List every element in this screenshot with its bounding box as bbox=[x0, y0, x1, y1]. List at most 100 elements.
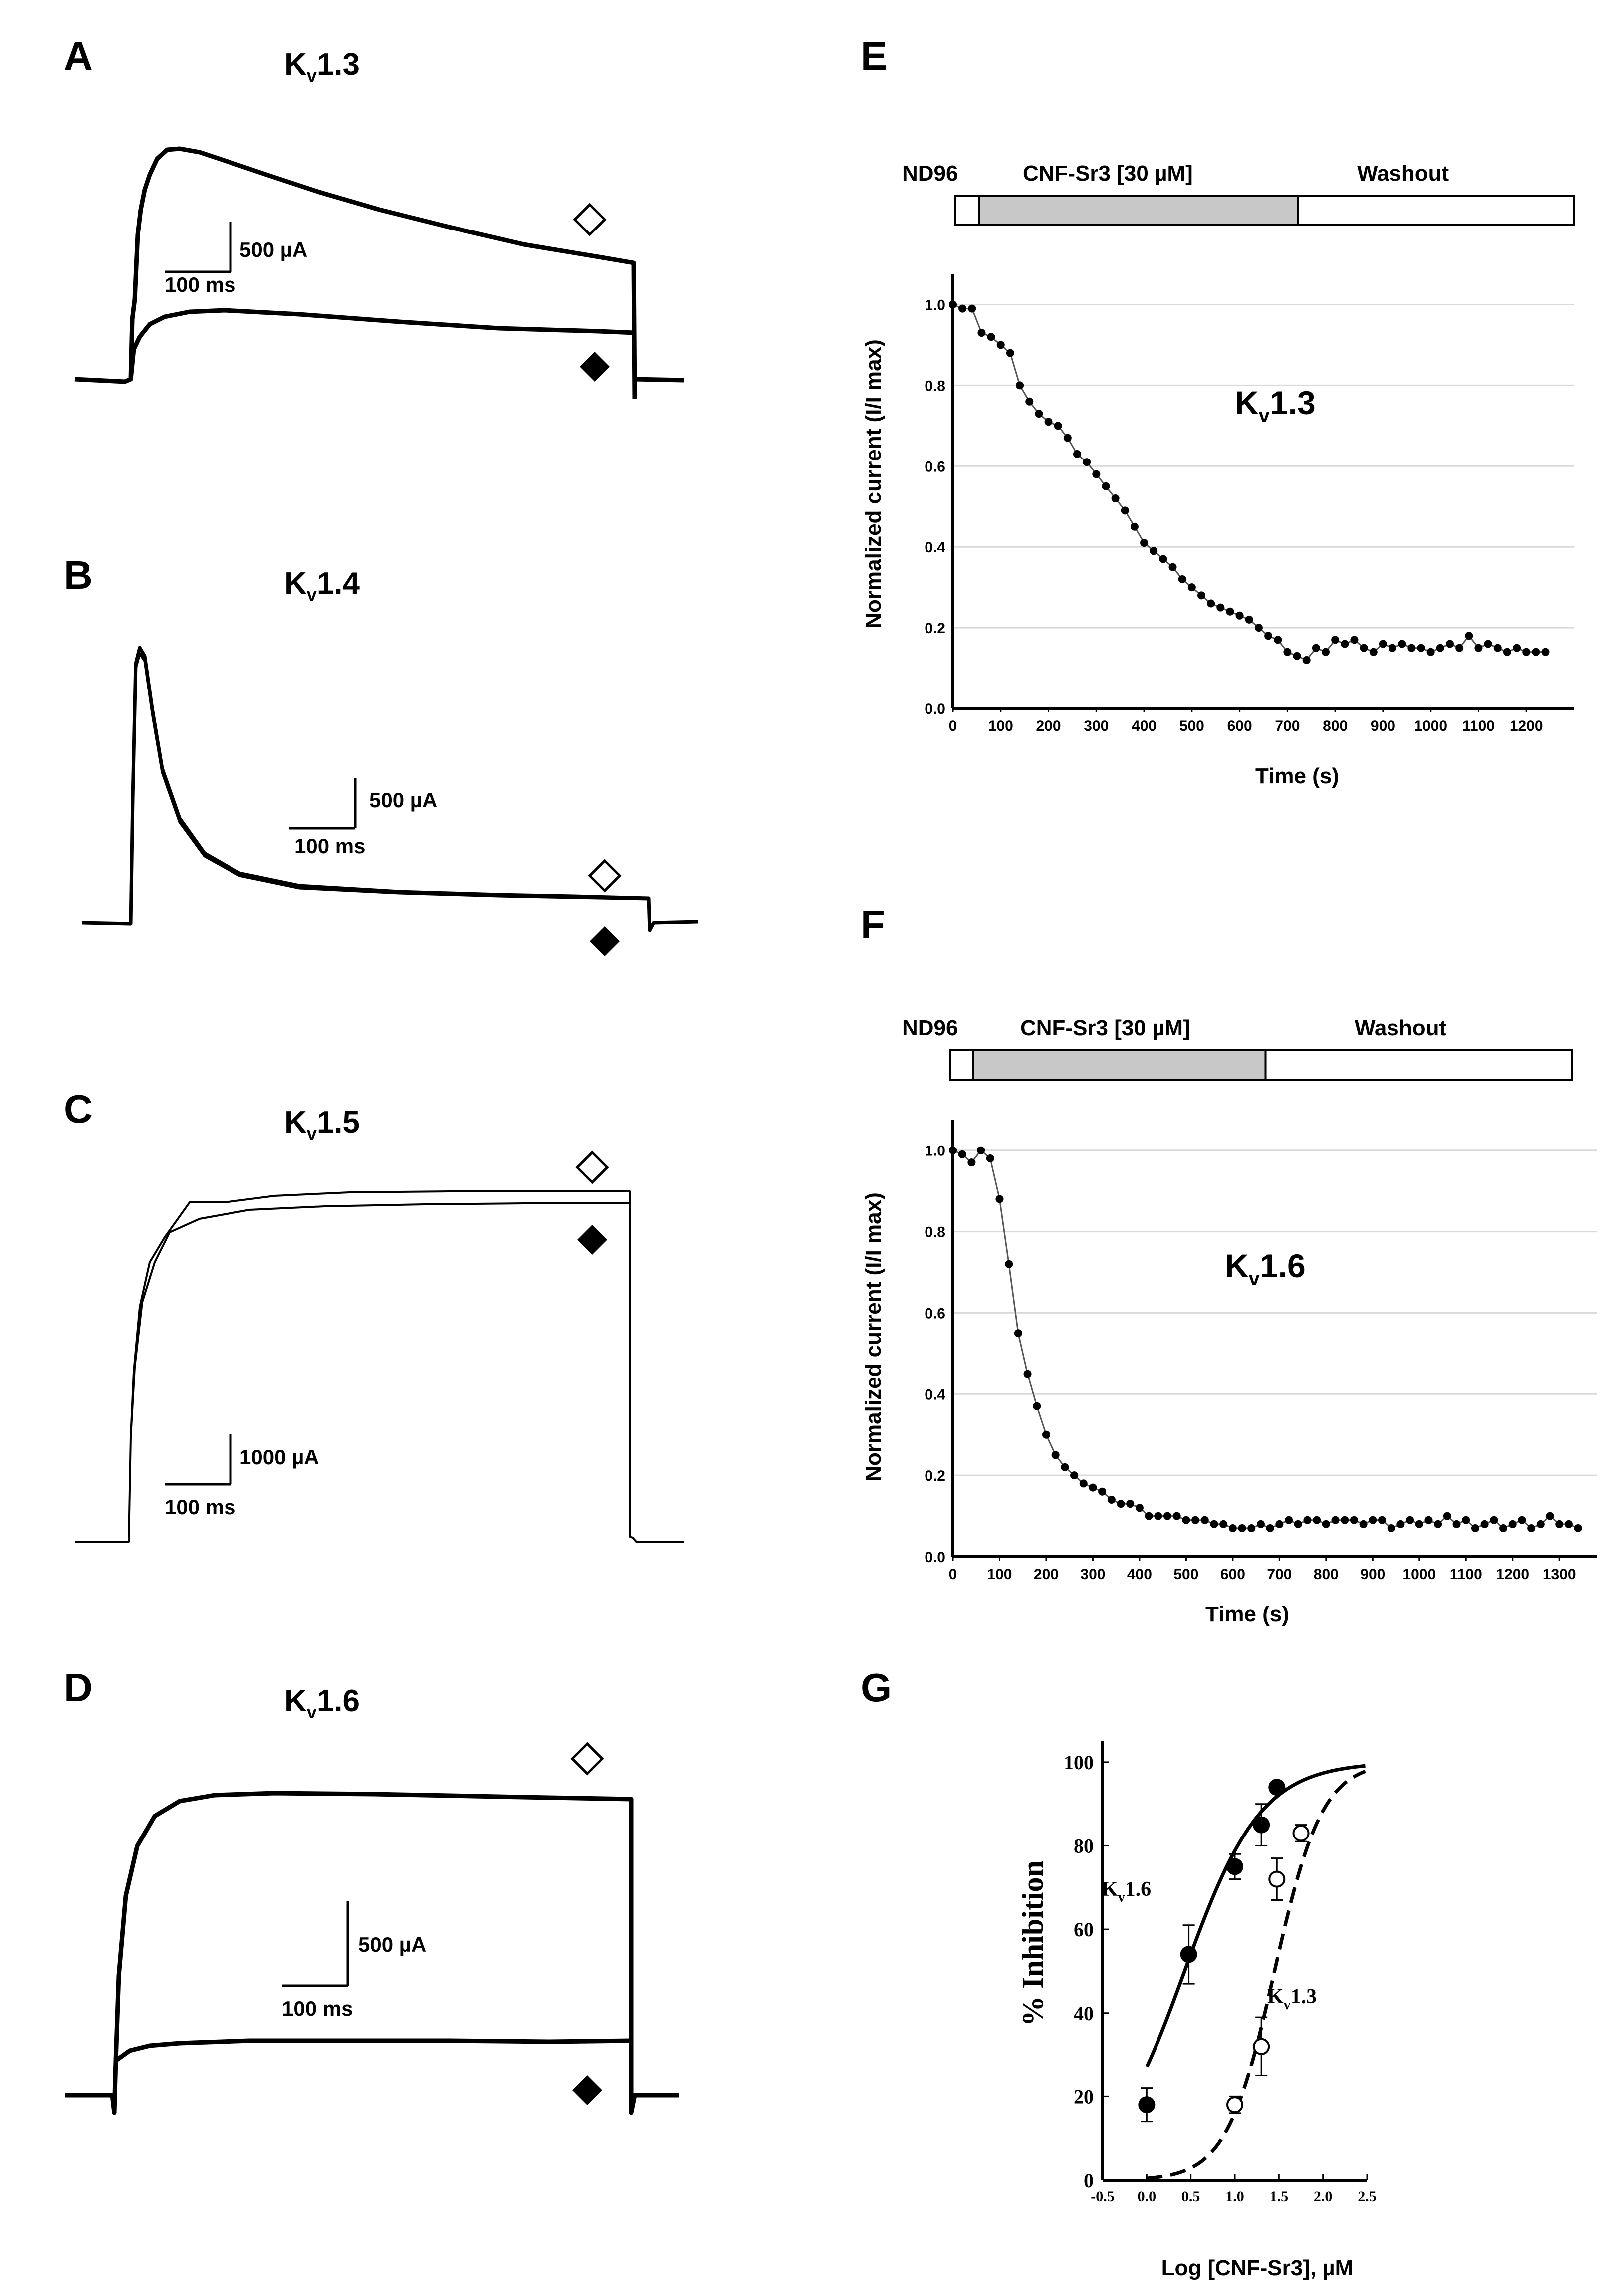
panel-F-data-point bbox=[1546, 1512, 1554, 1520]
panel-G-y-ticks: 0 20 40 60 80 100 bbox=[1064, 1751, 1109, 2192]
panel-F-data-point bbox=[1369, 1516, 1377, 1524]
panel-E-series bbox=[949, 300, 1550, 664]
panel-F-data-point bbox=[1210, 1520, 1218, 1528]
panel-label-F: F bbox=[861, 902, 885, 946]
panel-A-cnf-trace bbox=[128, 308, 635, 380]
panel-F-y-ticks: 0.0 0.2 0.4 0.6 0.8 1.0 bbox=[925, 1143, 945, 1566]
panel-F-data-point bbox=[1042, 1430, 1050, 1439]
panel-E-data-point bbox=[1493, 644, 1502, 652]
panel-E-data-point bbox=[1054, 422, 1062, 430]
panel-F-axes bbox=[951, 1120, 1597, 1558]
panel-E-data-point bbox=[1102, 482, 1110, 490]
panel-F-data-point bbox=[1256, 1520, 1265, 1528]
panel-D: D Kv1.6 500 µA 100 ms bbox=[64, 1665, 679, 2115]
panel-E-x-tick-label: 800 bbox=[1323, 718, 1348, 734]
panel-F-bar-washout-label: Washout bbox=[1355, 1016, 1446, 1040]
panel-D-cnf-trace bbox=[114, 2038, 632, 2063]
panel-F-y-tick-label: 0.4 bbox=[925, 1386, 945, 1403]
panel-E-x-tick-label: 900 bbox=[1371, 718, 1395, 734]
panel-F-data-point bbox=[1564, 1520, 1573, 1528]
panel-F-data-point bbox=[1434, 1520, 1442, 1528]
panel-E-data-point bbox=[1216, 603, 1225, 612]
panel-F-condition-bar bbox=[949, 1049, 1573, 1081]
filled-diamond-icon bbox=[577, 1225, 607, 1255]
panel-E-x-tick-label: 1200 bbox=[1510, 718, 1543, 734]
panel-G-y-tick-label: 40 bbox=[1074, 2002, 1094, 2025]
panel-E-series-line bbox=[952, 304, 1546, 661]
panel-F-data-point bbox=[1396, 1520, 1405, 1528]
panel-F-x-tick-label: 1300 bbox=[1543, 1566, 1576, 1583]
panel-F-data-point bbox=[1061, 1463, 1069, 1471]
panel-F-data-point bbox=[1219, 1520, 1228, 1528]
panel-F-y-axis-label: Normalized current (I/I max) bbox=[861, 1192, 886, 1481]
panel-F-data-point bbox=[1033, 1402, 1041, 1410]
panel-E-data-point bbox=[1197, 591, 1205, 600]
panel-B: B Kv1.4 500 µA 100 ms bbox=[64, 553, 699, 956]
panel-F-data-point bbox=[1415, 1520, 1423, 1528]
panel-G-fit-curve-kv13 bbox=[1147, 1770, 1366, 2180]
panel-label-D: D bbox=[64, 1665, 93, 1710]
panel-E-data-point bbox=[987, 333, 995, 341]
panel-E-x-tick-label: 300 bbox=[1084, 718, 1109, 734]
panel-F-data-point bbox=[1378, 1516, 1386, 1524]
panel-E-data-point bbox=[1245, 615, 1253, 624]
panel-D-scale-amp: 500 µA bbox=[358, 1933, 426, 1956]
panel-E-x-tick-label: 400 bbox=[1132, 718, 1157, 734]
panel-E-x-tick-label: 0 bbox=[949, 718, 957, 734]
panel-F-data-point bbox=[1126, 1500, 1135, 1508]
panel-G-series-label-kv16: Kv1.6 bbox=[1102, 1878, 1151, 1905]
panel-F-data-point bbox=[1238, 1524, 1246, 1532]
filled-diamond-icon bbox=[590, 926, 620, 956]
panel-F-data-point bbox=[1341, 1516, 1349, 1524]
panel-F-x-ticks: 0 100 200 300 400 500 600 700 800 900 1000 1100 1200… bbox=[949, 1557, 1576, 1583]
panel-C-scale-amp: 1000 µA bbox=[239, 1445, 319, 1469]
panel-E-y-axis-label: Normalized current (I/I max) bbox=[861, 339, 886, 628]
open-diamond-icon bbox=[588, 859, 622, 893]
panel-F-data-point bbox=[1508, 1520, 1517, 1528]
panel-F-data-point bbox=[1191, 1516, 1200, 1524]
panel-C-title: Kv1.5 bbox=[284, 1105, 360, 1144]
panel-F-bar-segment-nd96 bbox=[949, 1049, 974, 1081]
panel-label-C: C bbox=[64, 1087, 93, 1131]
panel-E-data-point bbox=[1254, 624, 1263, 632]
panel-E-x-ticks: 0 100 200 300 400 500 600 700 800 900 1000 1100 1200 bbox=[949, 708, 1543, 734]
panel-A-title: Kv1.3 bbox=[284, 47, 360, 86]
panel-F-x-tick-label: 300 bbox=[1080, 1566, 1105, 1583]
panel-E-data-point bbox=[1350, 636, 1359, 644]
panel-D-control-trace bbox=[65, 1791, 679, 2115]
panel-E-data-point bbox=[1006, 349, 1014, 357]
panel-B-scale-bar: 500 µA 100 ms bbox=[289, 778, 437, 858]
panel-F-data-point bbox=[1145, 1512, 1153, 1520]
panel-E-data-point bbox=[1207, 599, 1215, 608]
panel-E-data-point bbox=[1073, 450, 1081, 458]
panel-F-data-point bbox=[1424, 1516, 1433, 1524]
panel-G-x-tick-label: 1.5 bbox=[1270, 2188, 1289, 2205]
panel-E-data-point bbox=[1541, 648, 1550, 656]
panel-A-scale-bar: 500 µA 100 ms bbox=[165, 222, 307, 296]
panel-F-y-tick-label: 0.2 bbox=[925, 1468, 945, 1484]
panel-E-y-tick-label: 0.0 bbox=[925, 701, 945, 717]
panel-C: C Kv1.5 1000 µA 100 ms bbox=[64, 1087, 684, 1543]
panel-A-control-trace bbox=[74, 146, 684, 400]
panel-F-y-tick-label: 0.6 bbox=[925, 1305, 945, 1322]
panel-B-scale-amp: 500 µA bbox=[369, 788, 437, 812]
panel-E-data-point bbox=[977, 329, 986, 337]
panel-E-data-point bbox=[996, 341, 1005, 349]
panel-F-x-tick-label: 1000 bbox=[1402, 1566, 1436, 1583]
panel-F-x-tick-label: 200 bbox=[1034, 1566, 1059, 1583]
panel-G-y-tick-label: 80 bbox=[1074, 1835, 1094, 1857]
panel-F-x-tick-label: 900 bbox=[1360, 1566, 1385, 1583]
panel-F-data-point bbox=[1135, 1504, 1144, 1512]
panel-A-scale-amp: 500 µA bbox=[239, 238, 307, 261]
panel-E-data-point bbox=[1522, 648, 1531, 656]
panel-G-y-axis-label: % Inhibition bbox=[1016, 1860, 1049, 2026]
panel-F-x-tick-label: 600 bbox=[1220, 1566, 1245, 1583]
panel-E-data-point bbox=[1436, 644, 1444, 652]
panel-F-data-point bbox=[1471, 1524, 1479, 1532]
panel-F-x-tick-label: 100 bbox=[987, 1566, 1012, 1583]
panel-E-data-point bbox=[1417, 644, 1425, 652]
panel-E: E ND96 CNF-Sr3 [30 µM] Washout 0 100 200 30… bbox=[861, 34, 1576, 788]
panel-E-data-point bbox=[1178, 575, 1186, 583]
panel-E-bar-segment-nd96 bbox=[954, 195, 980, 226]
panel-E-data-point bbox=[1083, 458, 1091, 466]
